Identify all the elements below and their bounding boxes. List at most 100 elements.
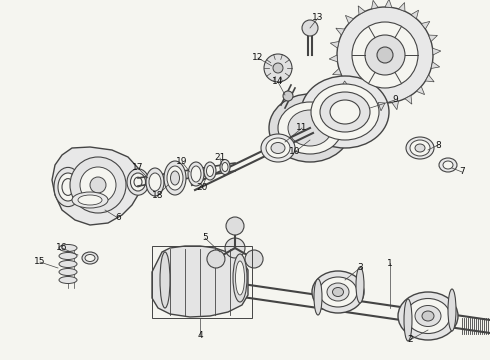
- Ellipse shape: [171, 171, 179, 185]
- Ellipse shape: [236, 261, 245, 295]
- Ellipse shape: [164, 161, 186, 195]
- Ellipse shape: [78, 195, 102, 205]
- Ellipse shape: [404, 299, 412, 341]
- Text: 5: 5: [202, 234, 208, 243]
- Ellipse shape: [269, 94, 351, 162]
- Polygon shape: [340, 81, 349, 89]
- Circle shape: [337, 7, 433, 103]
- Ellipse shape: [311, 84, 379, 140]
- Ellipse shape: [220, 159, 230, 175]
- Ellipse shape: [59, 276, 77, 284]
- Polygon shape: [365, 99, 371, 108]
- Polygon shape: [358, 6, 365, 15]
- Text: 4: 4: [197, 330, 203, 339]
- Ellipse shape: [330, 100, 360, 124]
- Text: 1: 1: [387, 258, 393, 267]
- Ellipse shape: [415, 306, 441, 327]
- Ellipse shape: [314, 279, 322, 315]
- Text: 10: 10: [289, 148, 301, 157]
- Ellipse shape: [327, 283, 349, 301]
- Polygon shape: [345, 15, 354, 23]
- Text: 17: 17: [132, 163, 144, 172]
- Bar: [152, 246, 252, 318]
- Circle shape: [264, 54, 292, 82]
- Ellipse shape: [160, 252, 170, 308]
- Ellipse shape: [406, 137, 434, 159]
- Ellipse shape: [288, 110, 332, 146]
- Circle shape: [245, 250, 263, 268]
- Ellipse shape: [415, 144, 425, 152]
- Ellipse shape: [146, 168, 164, 196]
- Circle shape: [302, 20, 318, 36]
- Ellipse shape: [58, 173, 78, 201]
- Ellipse shape: [448, 289, 456, 331]
- Ellipse shape: [222, 162, 228, 171]
- Ellipse shape: [149, 173, 161, 191]
- Ellipse shape: [127, 169, 149, 195]
- Polygon shape: [385, 0, 392, 8]
- Circle shape: [377, 47, 393, 63]
- Ellipse shape: [59, 244, 77, 252]
- Polygon shape: [152, 246, 248, 317]
- Polygon shape: [330, 41, 339, 48]
- Text: 16: 16: [56, 243, 68, 252]
- Ellipse shape: [301, 76, 389, 148]
- Circle shape: [80, 167, 116, 203]
- Text: 6: 6: [115, 213, 121, 222]
- Ellipse shape: [320, 92, 370, 132]
- Ellipse shape: [333, 288, 343, 297]
- Polygon shape: [351, 91, 359, 100]
- Text: 14: 14: [272, 77, 284, 86]
- Ellipse shape: [261, 134, 295, 162]
- Ellipse shape: [312, 271, 364, 313]
- Polygon shape: [405, 95, 412, 104]
- Ellipse shape: [59, 252, 77, 260]
- Text: 18: 18: [152, 190, 164, 199]
- Ellipse shape: [62, 179, 74, 195]
- Text: 2: 2: [407, 336, 413, 345]
- Ellipse shape: [206, 166, 214, 176]
- Ellipse shape: [319, 277, 357, 307]
- Text: 12: 12: [252, 54, 264, 63]
- Ellipse shape: [134, 177, 142, 187]
- Text: 8: 8: [435, 140, 441, 149]
- Ellipse shape: [233, 254, 247, 302]
- Ellipse shape: [59, 261, 77, 267]
- Text: 9: 9: [392, 95, 398, 104]
- Circle shape: [365, 35, 405, 75]
- Ellipse shape: [266, 138, 290, 158]
- Ellipse shape: [278, 102, 342, 154]
- Polygon shape: [371, 0, 378, 9]
- Polygon shape: [431, 62, 440, 68]
- Text: 15: 15: [34, 257, 46, 266]
- Ellipse shape: [271, 143, 285, 153]
- Polygon shape: [329, 55, 338, 62]
- Ellipse shape: [439, 158, 457, 172]
- Polygon shape: [52, 147, 140, 225]
- Polygon shape: [398, 3, 405, 11]
- Ellipse shape: [410, 140, 430, 156]
- Polygon shape: [411, 10, 418, 19]
- Text: 20: 20: [196, 184, 208, 193]
- Ellipse shape: [443, 161, 453, 169]
- Text: 19: 19: [176, 158, 188, 166]
- Ellipse shape: [398, 292, 458, 340]
- Polygon shape: [421, 22, 430, 29]
- Text: 3: 3: [357, 264, 363, 273]
- Polygon shape: [392, 101, 398, 110]
- Polygon shape: [378, 103, 385, 111]
- Circle shape: [90, 177, 106, 193]
- Ellipse shape: [191, 166, 201, 182]
- Ellipse shape: [204, 162, 216, 180]
- Ellipse shape: [54, 167, 82, 207]
- Circle shape: [283, 91, 293, 101]
- Ellipse shape: [85, 255, 95, 261]
- Text: 13: 13: [312, 13, 324, 22]
- Ellipse shape: [59, 269, 77, 275]
- Text: 7: 7: [459, 167, 465, 176]
- Ellipse shape: [422, 311, 434, 321]
- Polygon shape: [333, 68, 342, 75]
- Ellipse shape: [130, 173, 146, 191]
- Polygon shape: [429, 35, 438, 41]
- Circle shape: [225, 238, 245, 258]
